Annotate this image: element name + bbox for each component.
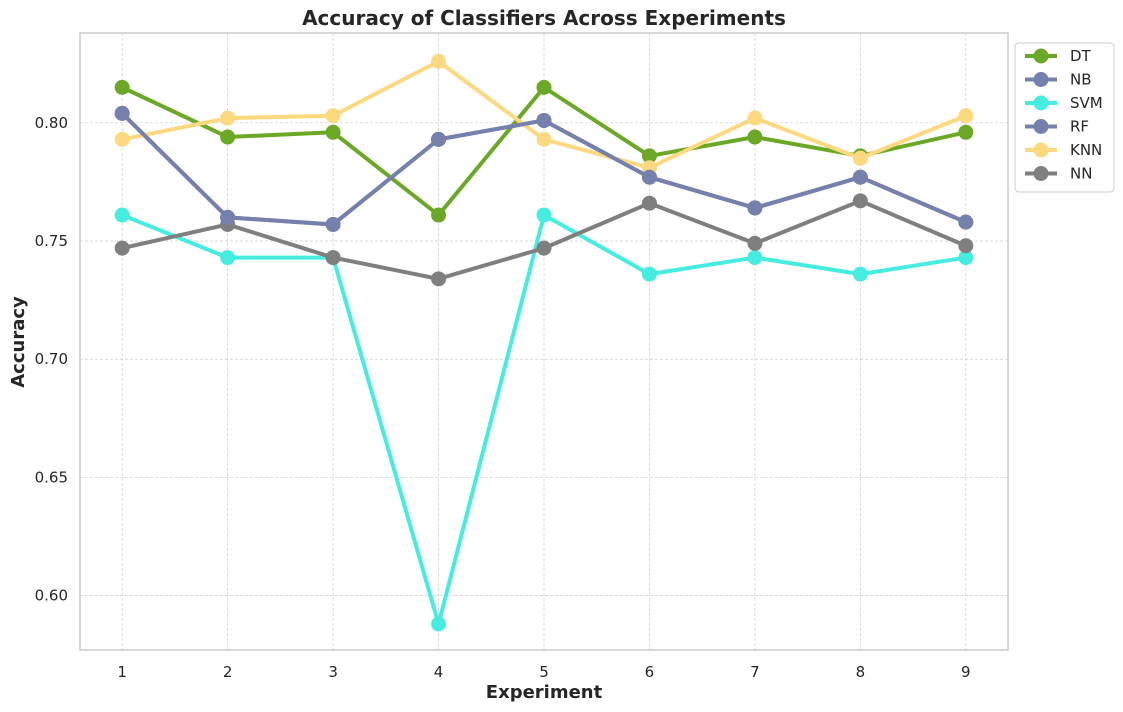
chart-title: Accuracy of Classifiers Across Experimen… bbox=[302, 6, 786, 30]
data-point-rf bbox=[220, 209, 236, 225]
legend-swatch-marker bbox=[1033, 48, 1049, 64]
x-tick-label: 5 bbox=[539, 663, 549, 681]
legend-item-knn: KNN bbox=[1025, 141, 1102, 159]
legend-item-rf: RF bbox=[1025, 118, 1089, 136]
data-point-knn bbox=[958, 108, 974, 124]
x-tick-label: 8 bbox=[856, 663, 866, 681]
data-point-dt bbox=[114, 79, 130, 95]
data-point-svm bbox=[431, 616, 447, 632]
data-point-rf bbox=[431, 131, 447, 147]
legend-box bbox=[1014, 42, 1115, 193]
series-rf bbox=[114, 105, 974, 232]
legend-item-nb: NB bbox=[1025, 71, 1092, 89]
data-point-rf bbox=[852, 169, 868, 185]
x-tick-label: 3 bbox=[328, 663, 338, 681]
data-point-svm bbox=[747, 250, 763, 266]
legend-label: DT bbox=[1070, 47, 1092, 65]
legend-item-nn: NN bbox=[1025, 165, 1092, 183]
legend-swatch-marker bbox=[1033, 142, 1049, 158]
series-knn bbox=[114, 53, 974, 176]
y-axis-label: Accuracy bbox=[8, 296, 29, 388]
series-layer bbox=[114, 53, 974, 632]
x-axis-label: Experiment bbox=[486, 682, 603, 703]
x-tick-label: 2 bbox=[223, 663, 233, 681]
data-point-dt bbox=[641, 148, 657, 164]
data-point-nn bbox=[747, 235, 763, 251]
data-point-nn bbox=[852, 193, 868, 209]
data-point-svm bbox=[852, 266, 868, 282]
data-point-rf bbox=[536, 112, 552, 128]
tick-labels: 1 2 3 4 5 6 7 8 9 0.60 0.65 0.70 0.75 0.80 bbox=[35, 114, 971, 681]
legend-item-svm: SVM bbox=[1025, 94, 1103, 112]
data-point-nn bbox=[325, 250, 341, 266]
x-tick-label: 7 bbox=[750, 663, 760, 681]
data-point-knn bbox=[431, 53, 447, 69]
data-point-dt bbox=[536, 79, 552, 95]
data-point-rf bbox=[114, 105, 130, 121]
data-point-dt bbox=[958, 124, 974, 140]
x-tick-label: 9 bbox=[961, 663, 971, 681]
data-point-svm bbox=[220, 250, 236, 266]
data-point-nn bbox=[431, 271, 447, 287]
legend: DT NB SVM RF KNN NN bbox=[1014, 42, 1115, 193]
y-tick-label: 0.80 bbox=[35, 114, 68, 132]
legend-item-dt: DT bbox=[1025, 47, 1092, 65]
legend-swatch-marker bbox=[1033, 166, 1049, 181]
legend-swatch-marker bbox=[1033, 72, 1049, 87]
y-tick-label: 0.60 bbox=[35, 587, 68, 605]
legend-label: NN bbox=[1070, 165, 1092, 183]
data-point-rf bbox=[747, 200, 763, 216]
y-tick-label: 0.65 bbox=[35, 468, 68, 486]
y-tick-label: 0.75 bbox=[35, 232, 68, 250]
data-point-nn bbox=[958, 238, 974, 254]
series-dt bbox=[114, 79, 974, 223]
legend-label: SVM bbox=[1070, 94, 1103, 112]
y-tick-label: 0.70 bbox=[35, 350, 68, 368]
data-point-rf bbox=[325, 216, 341, 232]
data-point-knn bbox=[536, 131, 552, 147]
data-point-rf bbox=[641, 169, 657, 185]
data-point-knn bbox=[852, 150, 868, 166]
data-point-nn bbox=[536, 240, 552, 256]
data-point-dt bbox=[431, 207, 447, 223]
data-point-nn bbox=[114, 240, 130, 256]
x-tick-label: 4 bbox=[434, 663, 444, 681]
data-point-svm bbox=[114, 207, 130, 223]
data-point-dt bbox=[325, 124, 341, 140]
legend-swatch-marker bbox=[1033, 119, 1049, 134]
data-point-knn bbox=[325, 108, 341, 124]
x-tick-label: 1 bbox=[117, 663, 127, 681]
legend-label: NB bbox=[1070, 71, 1092, 89]
x-tick-label: 6 bbox=[645, 663, 655, 681]
data-point-knn bbox=[114, 131, 130, 147]
data-point-svm bbox=[536, 207, 552, 223]
data-point-knn bbox=[220, 110, 236, 126]
plot-frame bbox=[79, 32, 1009, 651]
legend-label: RF bbox=[1070, 118, 1089, 136]
data-point-svm bbox=[641, 266, 657, 282]
legend-swatch-marker bbox=[1033, 95, 1049, 111]
data-point-dt bbox=[220, 129, 236, 145]
data-point-svm bbox=[958, 250, 974, 266]
data-point-nn bbox=[641, 195, 657, 211]
data-point-rf bbox=[958, 214, 974, 230]
data-point-knn bbox=[747, 110, 763, 126]
data-point-dt bbox=[747, 129, 763, 145]
legend-label: KNN bbox=[1070, 141, 1102, 159]
